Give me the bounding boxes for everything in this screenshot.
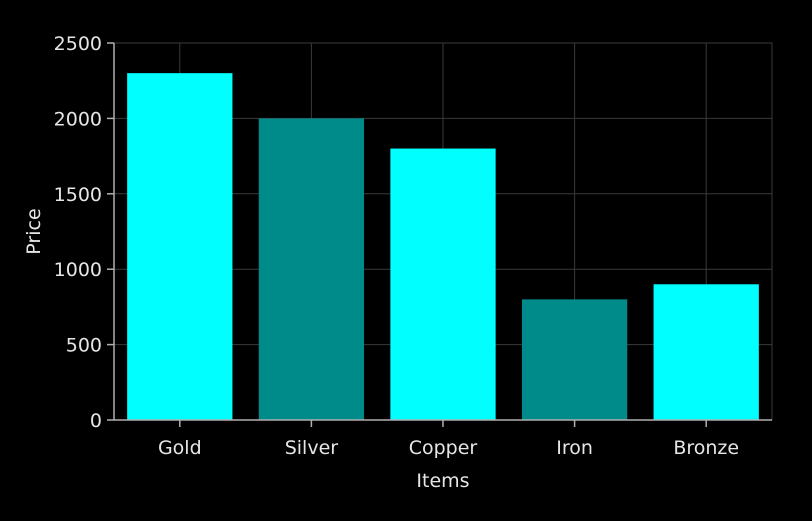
x-tick-label: Copper (409, 437, 478, 459)
x-axis-title: Items (416, 470, 469, 492)
y-axis-ticks: 0 500 1000 1500 2000 2500 (54, 33, 114, 432)
y-axis-title: Price (23, 208, 45, 254)
x-tick-label: Gold (158, 437, 202, 459)
y-tick-label: 2000 (54, 108, 102, 130)
x-axis-ticks: Gold Silver Copper Iron Bronze (158, 420, 739, 459)
y-tick-label: 500 (66, 335, 102, 357)
x-tick-label: Iron (556, 437, 593, 459)
bar-gold (127, 73, 233, 420)
bar-iron (521, 299, 628, 420)
bars (127, 73, 759, 421)
x-tick-label: Silver (285, 437, 339, 459)
y-tick-label: 1500 (54, 184, 102, 206)
bar-silver (258, 118, 365, 421)
bar-bronze (653, 284, 759, 420)
y-tick-label: 2500 (54, 33, 102, 55)
y-tick-label: 1000 (54, 259, 102, 281)
y-tick-label: 0 (90, 410, 102, 432)
x-tick-label: Bronze (673, 437, 739, 459)
bar-copper (390, 148, 496, 420)
